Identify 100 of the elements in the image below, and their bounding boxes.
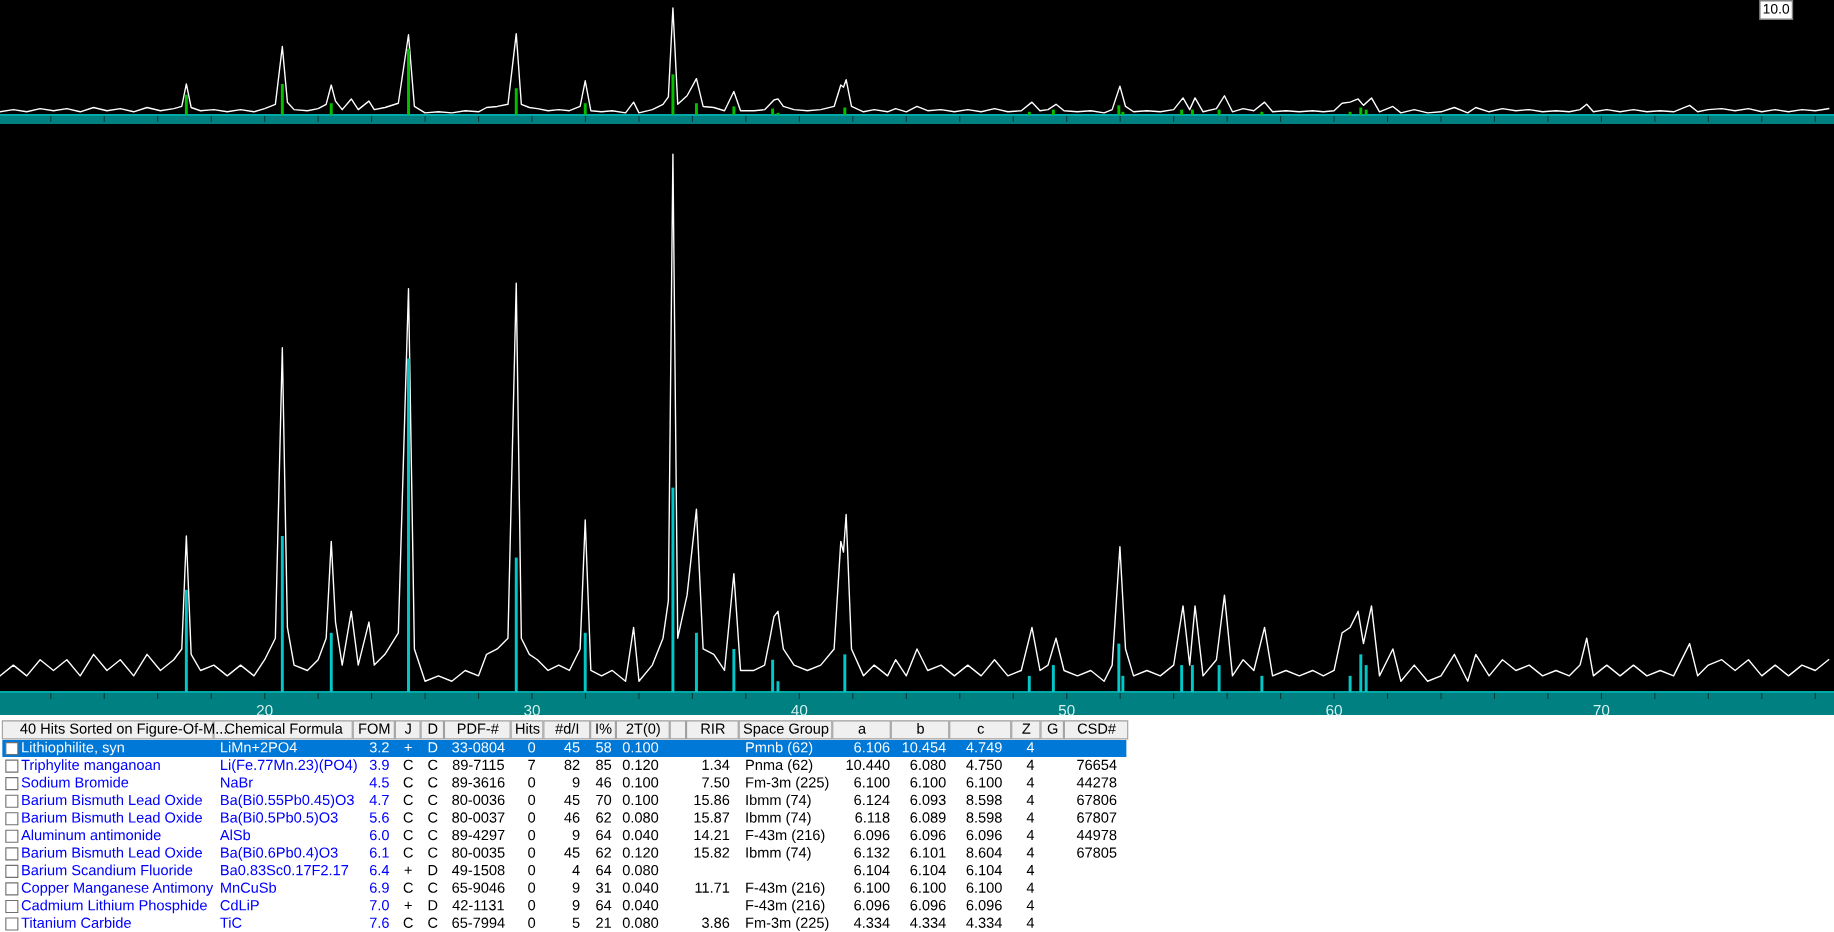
text: 67806 [1077,794,1117,806]
text: 64 [596,829,612,841]
text: 6.096 [910,829,946,841]
bar [329,103,333,115]
text: 65-7994 [452,917,505,928]
x-tick-label: 30 [524,704,540,716]
text: 6.100 [854,882,890,893]
bar [1364,665,1368,692]
text: 6.093 [910,794,946,806]
text: Fm-3m (225) [746,776,829,791]
text: 46 [564,812,580,823]
text: MnCuSb [221,882,277,893]
bar [1359,107,1363,115]
bar [329,632,333,692]
text: 5 [572,917,580,928]
bar [583,632,587,692]
text: 15.87 [694,812,730,823]
text: 85 [596,759,612,771]
text: 0.080 [622,812,659,823]
text: 44978 [1076,829,1117,841]
text: 45 [564,742,580,753]
text: 6.0 [369,829,389,841]
bar [407,358,410,692]
text: 7.50 [702,777,730,788]
bar [1117,105,1121,115]
text: Sodium Bromide [21,776,129,788]
text: 4.750 [966,759,1002,771]
bar [1027,675,1031,692]
text: J [404,723,411,734]
bar [1190,109,1194,115]
bar [184,589,188,692]
text: 67805 [1077,847,1117,858]
text: 3.86 [702,917,730,928]
text: 0.040 [622,900,659,911]
text: 82 [564,759,580,771]
text: RIR [701,723,725,734]
text: 45 [564,847,580,858]
text: Barium Bismuth Lead Oxide [22,811,202,823]
text: 62 [596,847,611,858]
text: 7.6 [369,917,389,928]
text: C [428,794,438,806]
text: Ba(Bi0.55Pb0.45)O3 [221,794,354,808]
text: 0 [528,882,536,893]
text: Pnma (62) [746,759,813,773]
bar [732,648,736,692]
text: C [428,917,438,928]
text: C [403,777,413,788]
bar [514,88,518,115]
text: 70 [596,794,612,806]
bar [514,557,518,692]
text: 0 [528,742,536,753]
text: C [403,829,413,841]
text: I% [596,723,612,734]
bar [1217,665,1221,692]
text: CdLiP [220,899,259,911]
text: Ba0.83Sc0.17F2.17 [221,864,349,876]
text: 6.124 [854,794,890,806]
text: 4.334 [910,917,946,928]
text: C [428,829,438,841]
text: 10.440 [846,759,890,771]
text: 0 [528,812,536,823]
text: 4 [1026,794,1035,805]
text: C [403,847,413,858]
text: 6.096 [854,829,890,841]
text: 3.9 [369,759,389,771]
text: 6.132 [854,847,890,858]
text: 80-0035 [452,847,505,858]
text: 0.120 [622,759,659,771]
bar [843,107,847,115]
text: Barium Bismuth Lead Oxide [22,794,202,806]
bar [843,654,847,692]
text: 6.100 [910,882,946,893]
text: 6.1 [369,847,389,858]
text: Ibmm (74) [746,811,811,826]
text: 89-7115 [452,759,504,771]
text: 6.4 [369,864,390,876]
text: Fm-3m (225) [746,917,829,931]
text: 6.096 [966,829,1002,841]
text: + [404,866,412,874]
text: 42-1131 [452,900,504,911]
text: 3.2 [369,742,389,753]
bar [1180,109,1184,115]
text: C [428,759,438,771]
text: 9 [572,900,580,911]
text: Hits [516,723,540,734]
text: 0 [528,864,536,876]
bar [1348,111,1352,115]
text: Ba(Bi0.5Pb0.5)O3 [221,811,338,826]
text: 4 [1026,900,1035,911]
text: 62 [596,812,611,823]
bar [1260,111,1264,115]
text: 6.080 [910,759,946,771]
bar [671,74,675,115]
text: Triphylite manganoan [21,759,160,773]
text: 0 [528,829,536,841]
text: 1.34 [702,759,730,771]
text: 4.749 [966,742,1002,753]
bar [280,83,284,115]
bar [1260,675,1264,692]
bar [1364,109,1368,115]
